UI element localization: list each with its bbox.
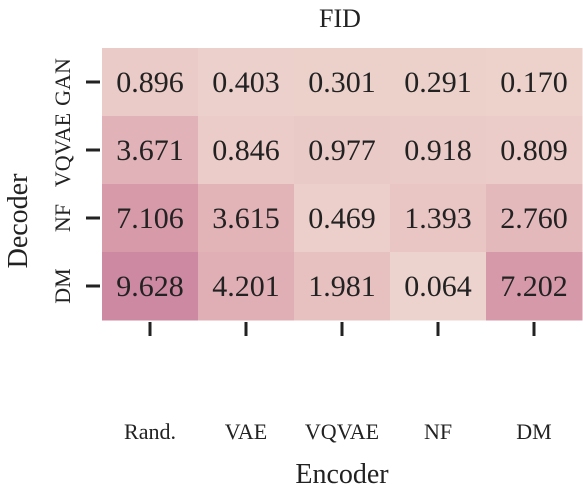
cell-value-label: 0.809	[500, 134, 568, 167]
cell-value-label: 4.201	[212, 270, 280, 303]
x-tick-label: VAE	[225, 419, 267, 444]
heatmap-cell	[198, 184, 295, 253]
heatmap-cell	[102, 252, 199, 321]
heatmap-cell	[486, 116, 583, 185]
cell-value-label: 7.202	[500, 270, 568, 303]
y-tick-label: DM	[50, 268, 75, 303]
heatmap-cell	[390, 252, 487, 321]
heatmap-cell	[198, 116, 295, 185]
y-axis-label: Decoder	[3, 173, 34, 269]
heatmap-cell	[486, 252, 583, 321]
cell-value-label: 0.846	[212, 134, 280, 167]
x-tick-label: VQVAE	[305, 419, 379, 444]
heatmap-cell	[390, 184, 487, 253]
cell-value-label: 0.291	[404, 66, 472, 99]
heatmap-cell	[294, 252, 391, 321]
heatmap-cells: 0.896 0.403 0.301 0.291 0.170 3.671 0.846 0.977…	[102, 48, 583, 321]
heatmap-cell	[198, 48, 295, 117]
cell-value-label: 0.301	[308, 66, 376, 99]
heatmap-cell	[294, 184, 391, 253]
cell-value-label: 0.403	[212, 66, 280, 99]
x-tick-label: NF	[424, 419, 452, 444]
y-tick-label: NF	[50, 204, 75, 232]
heatmap-cell	[198, 252, 295, 321]
cell-value-label: 1.393	[404, 202, 472, 235]
x-tick-label: DM	[516, 419, 551, 444]
cell-value-label: 7.106	[116, 202, 184, 235]
cell-value-label: 0.064	[404, 270, 472, 303]
cell-value-label: 1.981	[308, 270, 376, 303]
cell-value-label: 3.671	[116, 134, 184, 167]
y-tick-label: GAN	[50, 58, 75, 106]
heatmap-cell	[390, 48, 487, 117]
heatmap-cell	[486, 184, 583, 253]
cell-value-label: 0.469	[308, 202, 376, 235]
heatmap-cell	[102, 116, 199, 185]
x-axis-label: Encoder	[295, 459, 389, 490]
heatmap-cell	[294, 116, 391, 185]
axis-ticks: Rand. VAE VQVAE NF DM GAN VQVAE NF DM	[50, 58, 552, 444]
cell-value-label: 0.918	[404, 134, 472, 167]
heatmap-cell	[390, 116, 487, 185]
cell-value-label: 0.977	[308, 134, 376, 167]
y-tick-label: VQVAE	[50, 113, 75, 187]
x-tick-label: Rand.	[124, 419, 176, 444]
cell-value-label: 0.170	[500, 66, 568, 99]
heatmap-cell	[102, 184, 199, 253]
cell-value-label: 3.615	[212, 202, 280, 235]
heatmap-cell	[486, 48, 583, 117]
heatmap-cell	[294, 48, 391, 117]
heatmap-cell	[102, 48, 199, 117]
cell-value-label: 2.760	[500, 202, 568, 235]
cell-value-label: 9.628	[116, 270, 184, 303]
chart-title: FID	[319, 4, 361, 33]
cell-value-label: 0.896	[116, 66, 184, 99]
